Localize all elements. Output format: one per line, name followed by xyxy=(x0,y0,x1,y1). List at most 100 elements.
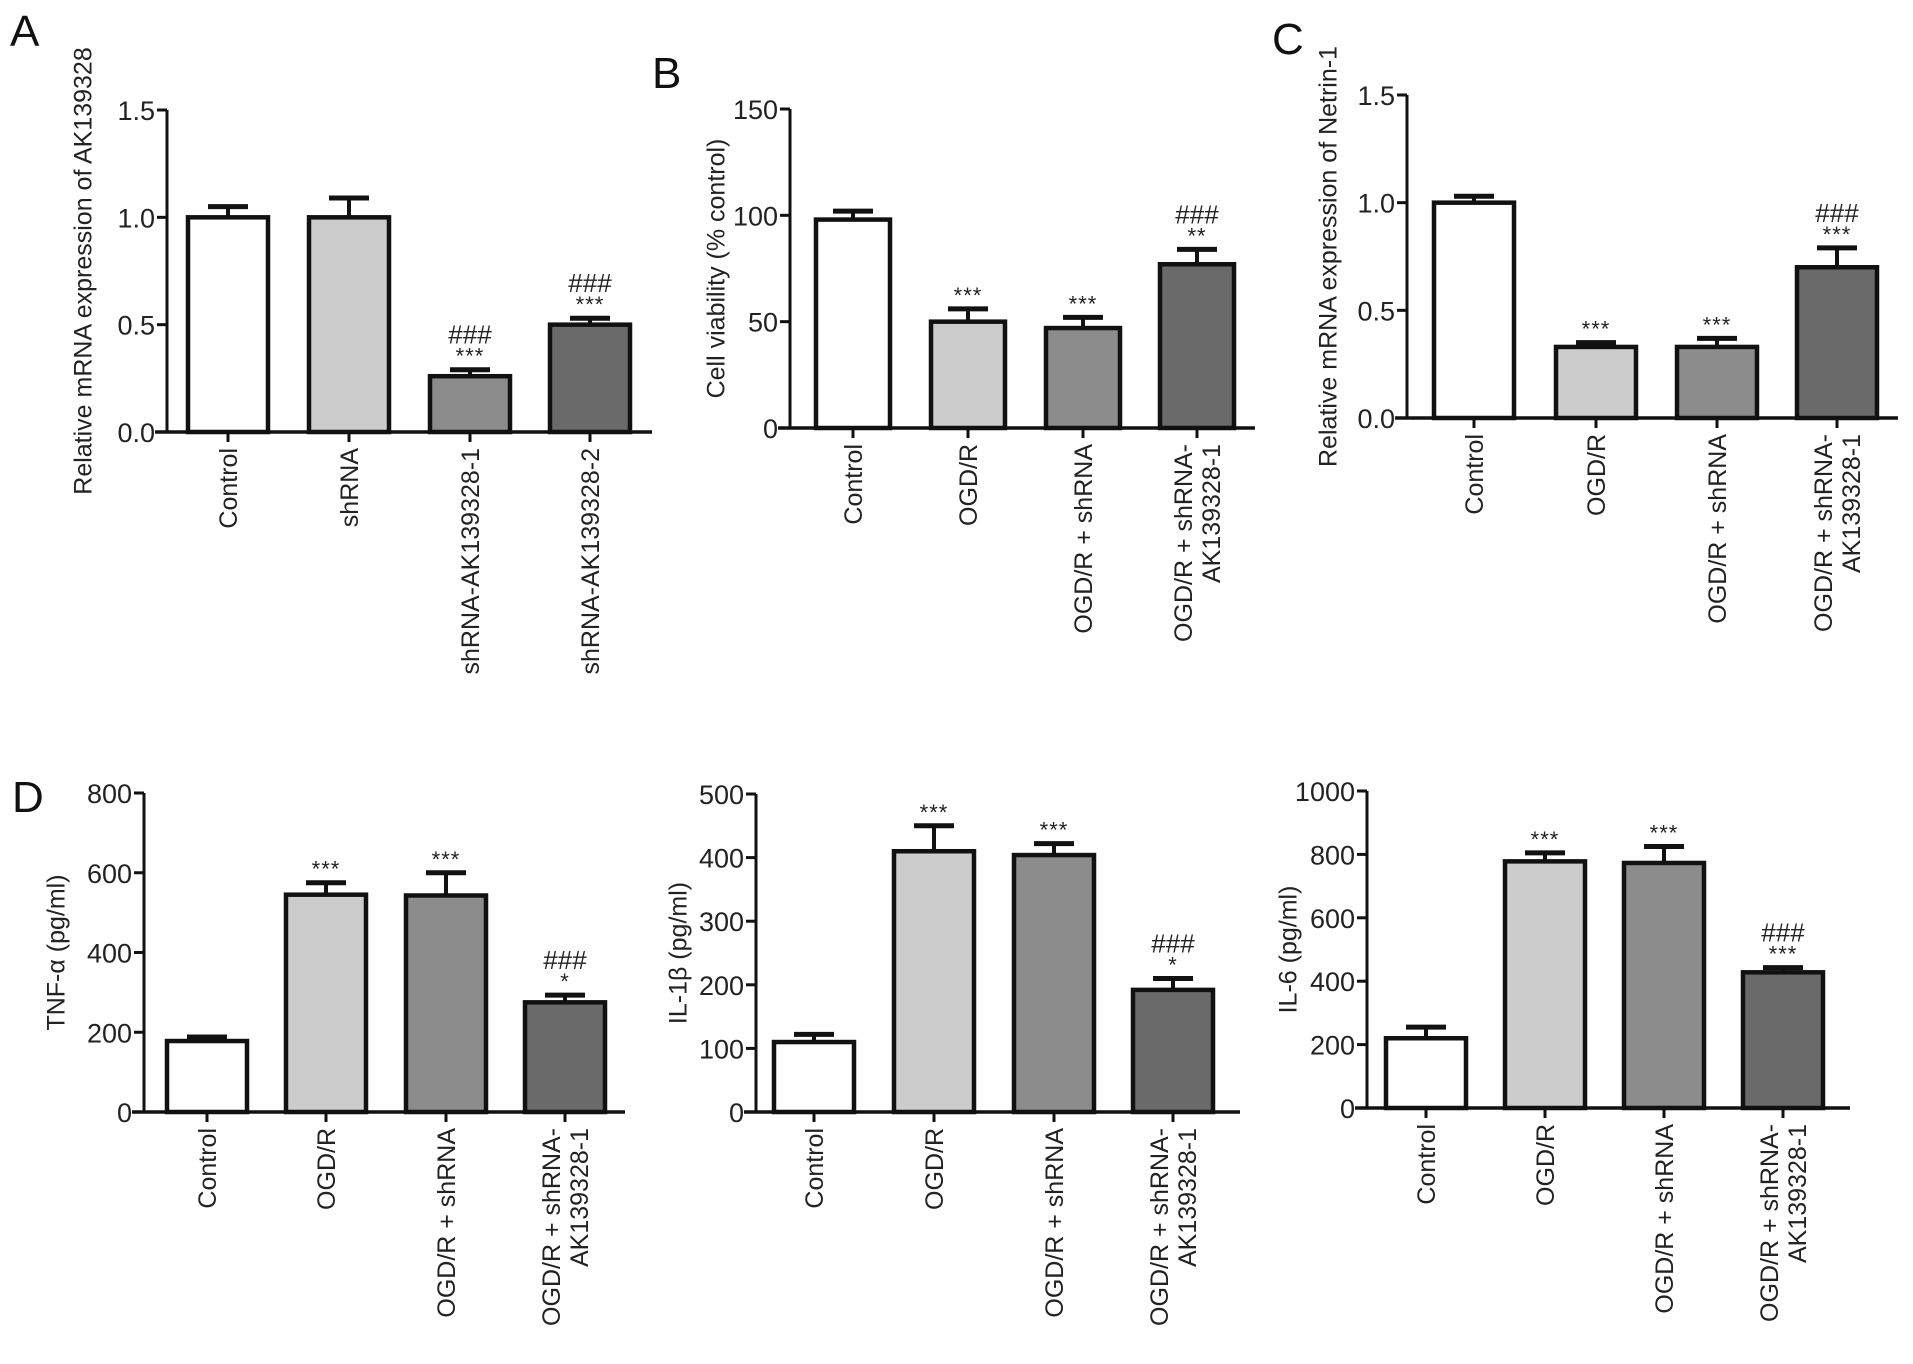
significance-stars: *** xyxy=(1069,291,1098,316)
y-axis-title: Relative mRNA expression of AK139328 xyxy=(70,47,98,494)
significance-stars: ** xyxy=(1187,223,1206,248)
y-tick-label: 0.0 xyxy=(1357,404,1395,434)
y-axis-title: Cell viability (% control) xyxy=(703,139,731,399)
significance-stars: *** xyxy=(1531,827,1560,852)
x-category-label: Control xyxy=(840,444,868,525)
y-tick-label: 1.0 xyxy=(117,203,155,233)
x-category-label: OGD/R xyxy=(313,1128,341,1210)
x-category-label: OGD/R + shRNA xyxy=(433,1128,461,1318)
panel-d-il1b-chart: IL-1β (pg/ml) Control *** OGD/R *** OGD/R + s… xyxy=(665,780,1240,1326)
significance-stars: *** xyxy=(576,292,605,317)
bar xyxy=(164,1038,250,1115)
y-tick-label: 200 xyxy=(87,1018,132,1048)
bar xyxy=(522,1000,608,1115)
significance-hashes: ### xyxy=(1815,198,1859,228)
x-category-label: AK139328-1 xyxy=(1838,434,1866,573)
y-axis-title: TNF-α (pg/ml) xyxy=(43,874,71,1030)
significance-stars: *** xyxy=(1823,222,1852,247)
y-tick-label: 600 xyxy=(1310,904,1355,934)
x-category-label: AK139328-1 xyxy=(566,1128,594,1267)
bar xyxy=(403,893,489,1115)
x-category-label: AK139328-1 xyxy=(1174,1128,1202,1267)
significance-stars: *** xyxy=(1040,818,1069,843)
y-tick-label: 0.5 xyxy=(117,311,155,341)
x-category-label: AK139328-1 xyxy=(1198,444,1226,583)
y-tick-label: 50 xyxy=(748,308,778,338)
bar xyxy=(1043,325,1123,431)
significance-stars: *** xyxy=(1582,317,1611,342)
y-tick-label: 100 xyxy=(699,1034,744,1064)
y-tick-label: 200 xyxy=(1310,1031,1355,1061)
x-category-label: OGD/R + shRNA xyxy=(1704,434,1732,624)
x-category-label: OGD/R + shRNA- xyxy=(538,1128,566,1326)
y-tick-label: 400 xyxy=(87,939,132,969)
y-tick-label: 0 xyxy=(729,1098,744,1128)
x-category-label: Control xyxy=(1413,1124,1441,1205)
y-tick-label: 800 xyxy=(1310,840,1355,870)
bar xyxy=(306,215,392,435)
bar xyxy=(1621,860,1707,1111)
y-axis-title: Relative mRNA expression of Netrin-1 xyxy=(1315,46,1343,467)
bar xyxy=(1157,261,1237,431)
y-tick-label: 0.0 xyxy=(117,418,155,448)
bar xyxy=(1383,1036,1469,1111)
x-category-label: OGD/R xyxy=(1532,1124,1560,1206)
panel-b-chart: B Cell viability (% control) Control *** OGD… xyxy=(652,49,1255,642)
x-category-label: OGD/R + shRNA xyxy=(1041,1128,1069,1318)
x-category-label: shRNA-AK139328-2 xyxy=(577,448,605,675)
x-category-label: OGD/R + shRNA- xyxy=(1756,1124,1784,1322)
bar xyxy=(1553,344,1639,421)
x-category-label: AK139328-1 xyxy=(1784,1124,1812,1263)
y-tick-label: 150 xyxy=(733,95,778,125)
x-category-label: OGD/R + shRNA xyxy=(1651,1124,1679,1314)
significance-stars: * xyxy=(1168,952,1178,977)
significance-stars: *** xyxy=(1703,312,1732,337)
y-tick-label: 400 xyxy=(1310,967,1355,997)
x-category-label: OGD/R xyxy=(955,444,983,526)
panel-letter: B xyxy=(652,49,681,98)
y-tick-label: 100 xyxy=(733,201,778,231)
y-tick-label: 1000 xyxy=(1295,777,1355,807)
bar xyxy=(1794,265,1880,421)
y-tick-label: 500 xyxy=(699,780,744,810)
y-tick-label: 200 xyxy=(699,971,744,1001)
panel-letter: A xyxy=(10,7,40,56)
bar xyxy=(547,322,633,435)
panel-letter: D xyxy=(12,773,44,822)
panel-d-tnf-chart: D TNF-α (pg/ml) Control *** OGD/R *** OGD/R + … xyxy=(12,773,625,1326)
x-category-label: OGD/R + shRNA- xyxy=(1146,1128,1174,1326)
significance-stars: * xyxy=(560,969,570,994)
significance-hashes: ### xyxy=(448,320,492,350)
y-tick-label: 1.5 xyxy=(1357,81,1395,111)
bar xyxy=(928,319,1008,431)
bar xyxy=(427,373,513,435)
bar xyxy=(1431,200,1517,421)
panel-letter: C xyxy=(1272,15,1304,64)
panel-d-il6-chart: IL-6 (pg/ml) Control *** OGD/R *** OGD/R + sh… xyxy=(1275,777,1850,1322)
y-axis-title: IL-6 (pg/ml) xyxy=(1275,886,1303,1014)
x-category-label: shRNA xyxy=(336,448,364,528)
y-tick-label: 1.0 xyxy=(1357,189,1395,219)
x-category-label: Control xyxy=(1461,434,1489,515)
significance-stars: *** xyxy=(456,344,485,369)
bar xyxy=(185,215,271,435)
bar xyxy=(1130,987,1216,1115)
x-category-label: shRNA-AK139328-1 xyxy=(457,448,485,675)
bar xyxy=(1674,344,1760,421)
bar xyxy=(813,217,893,431)
x-category-label: Control xyxy=(215,448,243,529)
y-tick-label: 0.5 xyxy=(1357,296,1395,326)
significance-stars: *** xyxy=(432,847,461,872)
significance-hashes: ### xyxy=(1151,928,1195,958)
significance-stars: *** xyxy=(312,857,341,882)
bar xyxy=(283,892,369,1115)
significance-stars: *** xyxy=(954,283,983,308)
bar xyxy=(891,848,977,1115)
significance-stars: *** xyxy=(1650,820,1679,845)
significance-stars: *** xyxy=(920,800,949,825)
y-tick-label: 0 xyxy=(1340,1094,1355,1124)
x-category-label: Control xyxy=(801,1128,829,1209)
y-tick-label: 0 xyxy=(117,1098,132,1128)
x-category-label: Control xyxy=(194,1128,222,1209)
